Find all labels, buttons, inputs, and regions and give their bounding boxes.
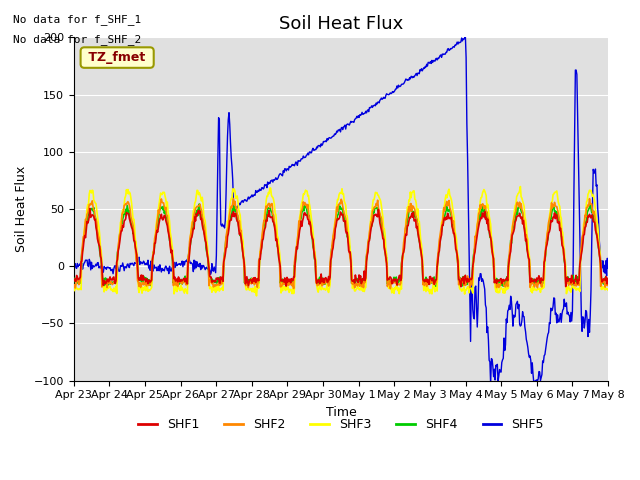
SHF4 <box>243 280 251 286</box>
SHF4 <box>70 279 77 285</box>
SHF3 <box>516 184 524 190</box>
SHF1 <box>86 205 94 211</box>
SHF4 <box>271 226 279 231</box>
SHF4 <box>101 286 109 291</box>
X-axis label: Time: Time <box>326 406 356 419</box>
SHF1 <box>271 223 278 228</box>
SHF4 <box>138 278 145 284</box>
SHF2 <box>637 287 640 292</box>
SHF2 <box>243 283 250 288</box>
SHF1 <box>457 284 465 289</box>
Legend: SHF1, SHF2, SHF3, SHF4, SHF5: SHF1, SHF2, SHF3, SHF4, SHF5 <box>133 413 548 436</box>
SHF3 <box>70 284 77 290</box>
SHF2 <box>271 219 278 225</box>
SHF2 <box>230 196 237 202</box>
SHF5 <box>70 267 77 273</box>
SHF5 <box>531 387 538 393</box>
SHF2 <box>451 229 458 235</box>
SHF3 <box>241 282 249 288</box>
SHF2 <box>137 285 145 290</box>
SHF2 <box>292 247 300 253</box>
SHF4 <box>419 280 427 286</box>
SHF2 <box>419 262 426 267</box>
Line: SHF3: SHF3 <box>74 187 640 296</box>
SHF1 <box>419 258 426 264</box>
SHF5 <box>461 33 469 39</box>
SHF3 <box>451 216 458 222</box>
SHF3 <box>419 251 426 256</box>
Line: SHF5: SHF5 <box>74 36 640 390</box>
SHF1 <box>70 277 77 283</box>
Text: TZ_fmet: TZ_fmet <box>84 51 150 64</box>
SHF5 <box>291 161 299 167</box>
SHF5 <box>418 66 426 72</box>
Line: SHF1: SHF1 <box>74 208 640 287</box>
SHF1 <box>138 272 145 278</box>
Title: Soil Heat Flux: Soil Heat Flux <box>279 15 403 33</box>
Text: No data for f_SHF_1: No data for f_SHF_1 <box>13 14 141 25</box>
SHF1 <box>451 230 458 236</box>
Line: SHF2: SHF2 <box>74 199 640 289</box>
SHF4 <box>451 237 459 243</box>
SHF4 <box>292 244 300 250</box>
SHF3 <box>253 293 260 299</box>
SHF5 <box>137 259 145 265</box>
SHF2 <box>70 282 77 288</box>
Line: SHF4: SHF4 <box>74 204 640 288</box>
SHF4 <box>195 201 203 207</box>
SHF3 <box>271 202 278 207</box>
SHF5 <box>450 44 458 49</box>
SHF1 <box>243 279 250 285</box>
SHF5 <box>241 197 249 203</box>
SHF3 <box>137 285 145 291</box>
SHF1 <box>292 252 300 257</box>
Y-axis label: Soil Heat Flux: Soil Heat Flux <box>15 166 28 252</box>
SHF5 <box>269 177 277 182</box>
SHF3 <box>292 251 300 257</box>
Text: No data for f_SHF_2: No data for f_SHF_2 <box>13 34 141 45</box>
